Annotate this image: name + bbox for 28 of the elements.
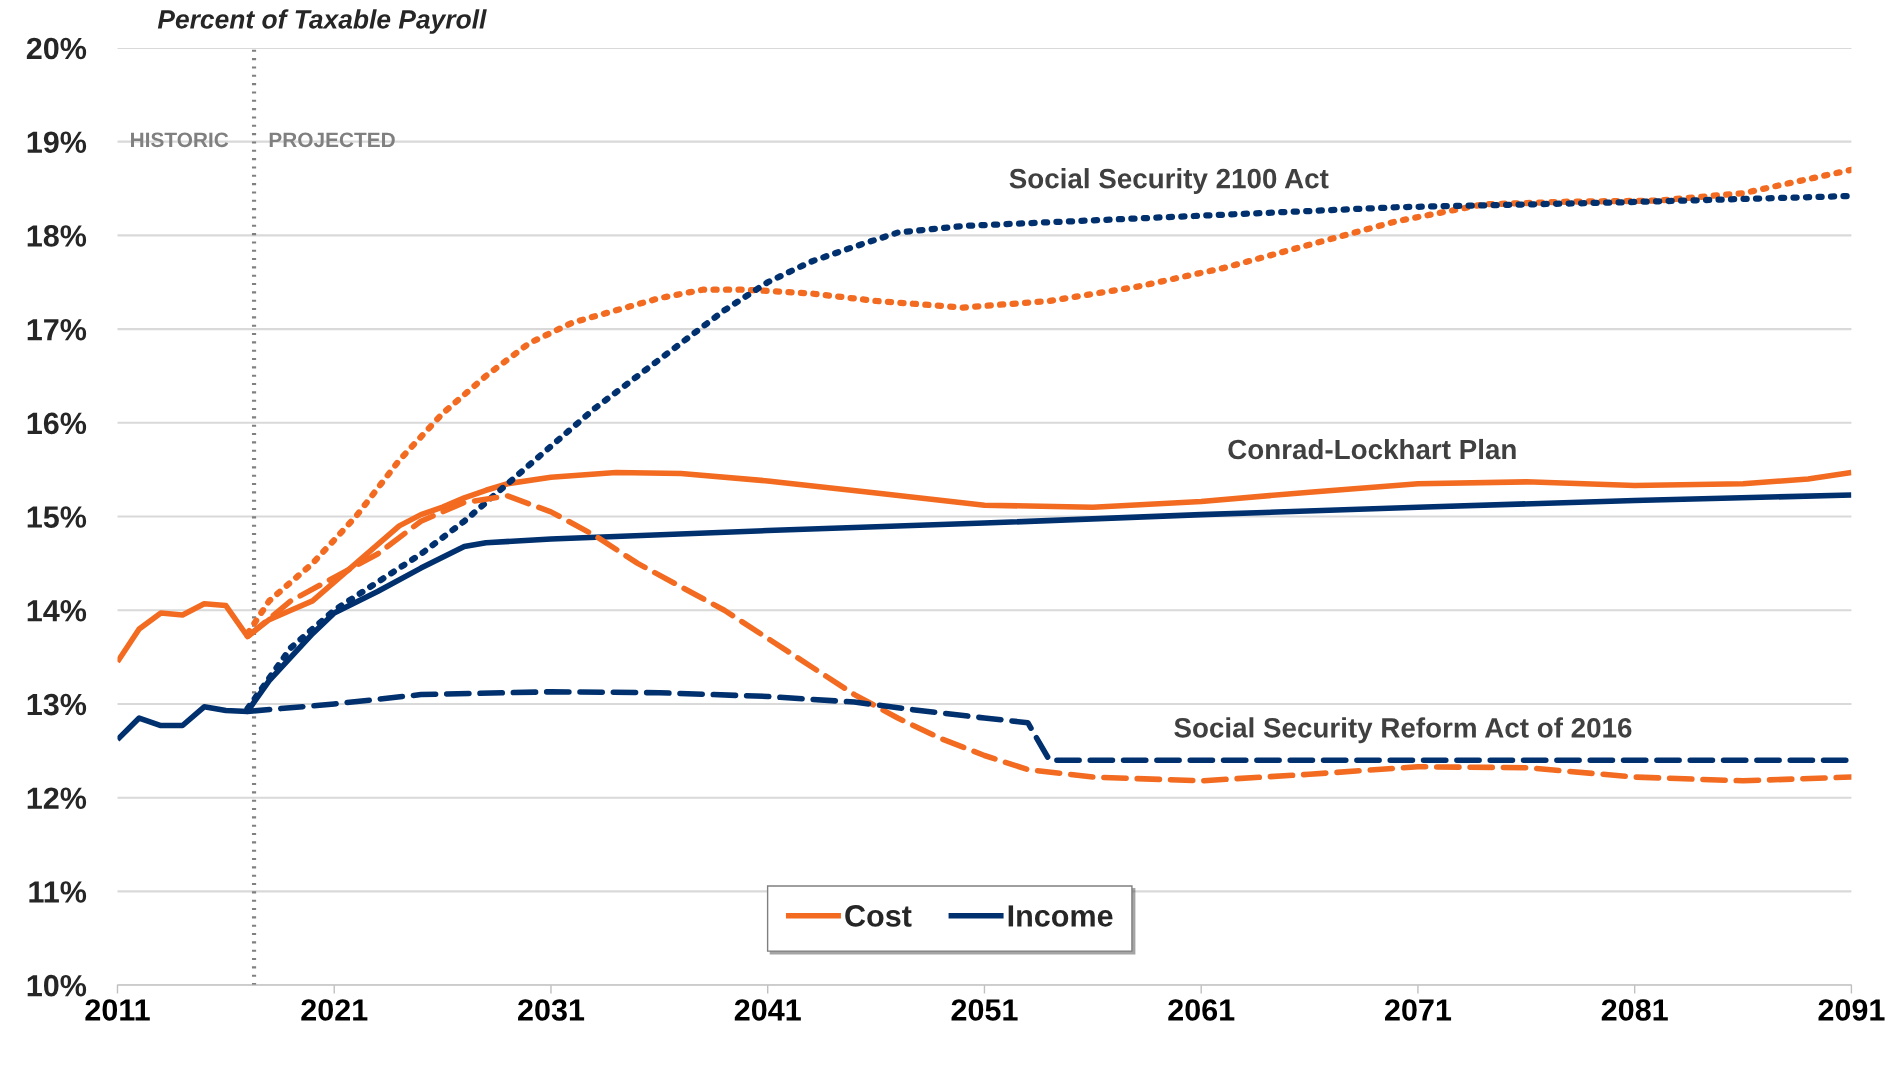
y-tick-label: 14% [27,600,87,622]
annotation: Social Security Reform Act of 2016 [1174,717,1632,744]
y-tick-label: 18% [27,225,87,247]
annotation: Social Security 2100 Act [1009,168,1329,194]
y-tick-label: 19% [27,131,87,154]
y-tick-label: 10% [27,974,87,997]
x-tick-label: 2051 [951,999,1018,1021]
y-tick-label: 15% [27,506,87,528]
x-tick-label: 2011 [85,999,150,1021]
y-tick-label: 16% [27,412,87,435]
y-tick-label: 12% [27,787,87,809]
chart-title: Percent of Taxable Payroll [157,9,487,34]
y-tick-label: 11% [29,881,87,903]
legend-label: Cost [845,905,912,927]
annotation: HISTORIC [131,132,229,148]
annotation: Conrad-Lockhart Plan [1228,438,1516,460]
annotation: PROJECTED [269,132,395,148]
legend-label: Income [1008,905,1113,927]
x-tick-label: 2031 [518,999,585,1021]
x-tick-label: 2071 [1385,999,1452,1021]
x-tick-label: 2041 [734,999,801,1021]
x-tick-label: 2061 [1168,999,1235,1021]
x-tick-label: 2021 [301,999,368,1021]
x-tick-label: 2091 [1818,999,1885,1021]
y-tick-label: 20% [26,37,87,60]
y-tick-label: 17% [27,318,87,341]
y-tick-label: 13% [27,693,87,716]
x-tick-label: 2081 [1601,999,1668,1021]
